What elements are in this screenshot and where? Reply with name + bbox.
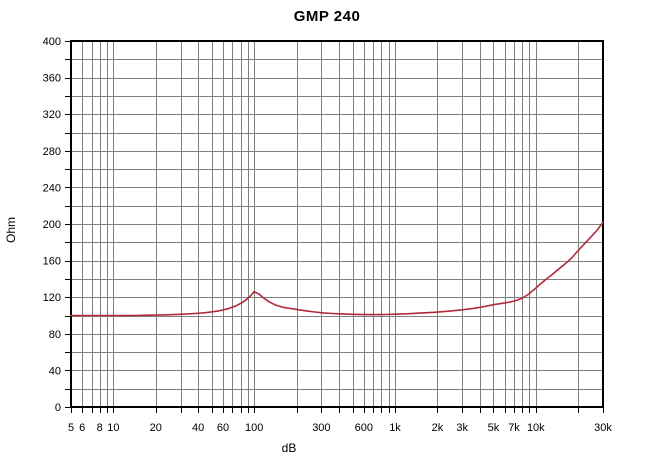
x-tick-label: 5k xyxy=(488,422,500,434)
tick-marks xyxy=(65,41,604,413)
x-tick-label: 6 xyxy=(79,422,85,434)
y-tick-label: 120 xyxy=(43,292,61,304)
y-tick-label: 0 xyxy=(55,402,61,414)
x-tick-label: 300 xyxy=(312,422,330,434)
x-tick-label: 100 xyxy=(245,422,263,434)
x-tick-label: 7k xyxy=(508,422,520,434)
y-tick-label: 280 xyxy=(43,146,61,158)
y-tick-label: 320 xyxy=(43,109,61,121)
x-tick-label: 20 xyxy=(150,422,162,434)
x-tick-label: 1k xyxy=(389,422,401,434)
y-tick-label: 240 xyxy=(43,182,61,194)
x-tick-label: 10 xyxy=(107,422,119,434)
x-tick-label: 60 xyxy=(217,422,229,434)
x-axis-label: dB xyxy=(282,441,297,455)
y-axis-label: Ohm xyxy=(4,217,18,243)
y-tick-label: 80 xyxy=(49,329,61,341)
x-tick-label: 3k xyxy=(456,422,468,434)
x-tick-label: 30k xyxy=(594,422,612,434)
x-tick-label: 2k xyxy=(432,422,444,434)
y-tick-label: 160 xyxy=(43,256,61,268)
chart-title: GMP 240 xyxy=(293,8,361,25)
y-tick-label: 360 xyxy=(43,73,61,85)
y-tick-label: 40 xyxy=(49,365,61,377)
x-tick-label: 40 xyxy=(192,422,204,434)
x-tick-label: 10k xyxy=(527,422,545,434)
y-tick-label: 200 xyxy=(43,219,61,231)
grid xyxy=(71,41,604,407)
impedance-curve xyxy=(70,221,604,317)
plot-border xyxy=(70,40,604,408)
x-tick-label: 5 xyxy=(68,422,74,434)
x-tick-label: 8 xyxy=(97,422,103,434)
y-tick-label: 400 xyxy=(43,36,61,48)
x-tick-label: 600 xyxy=(355,422,373,434)
